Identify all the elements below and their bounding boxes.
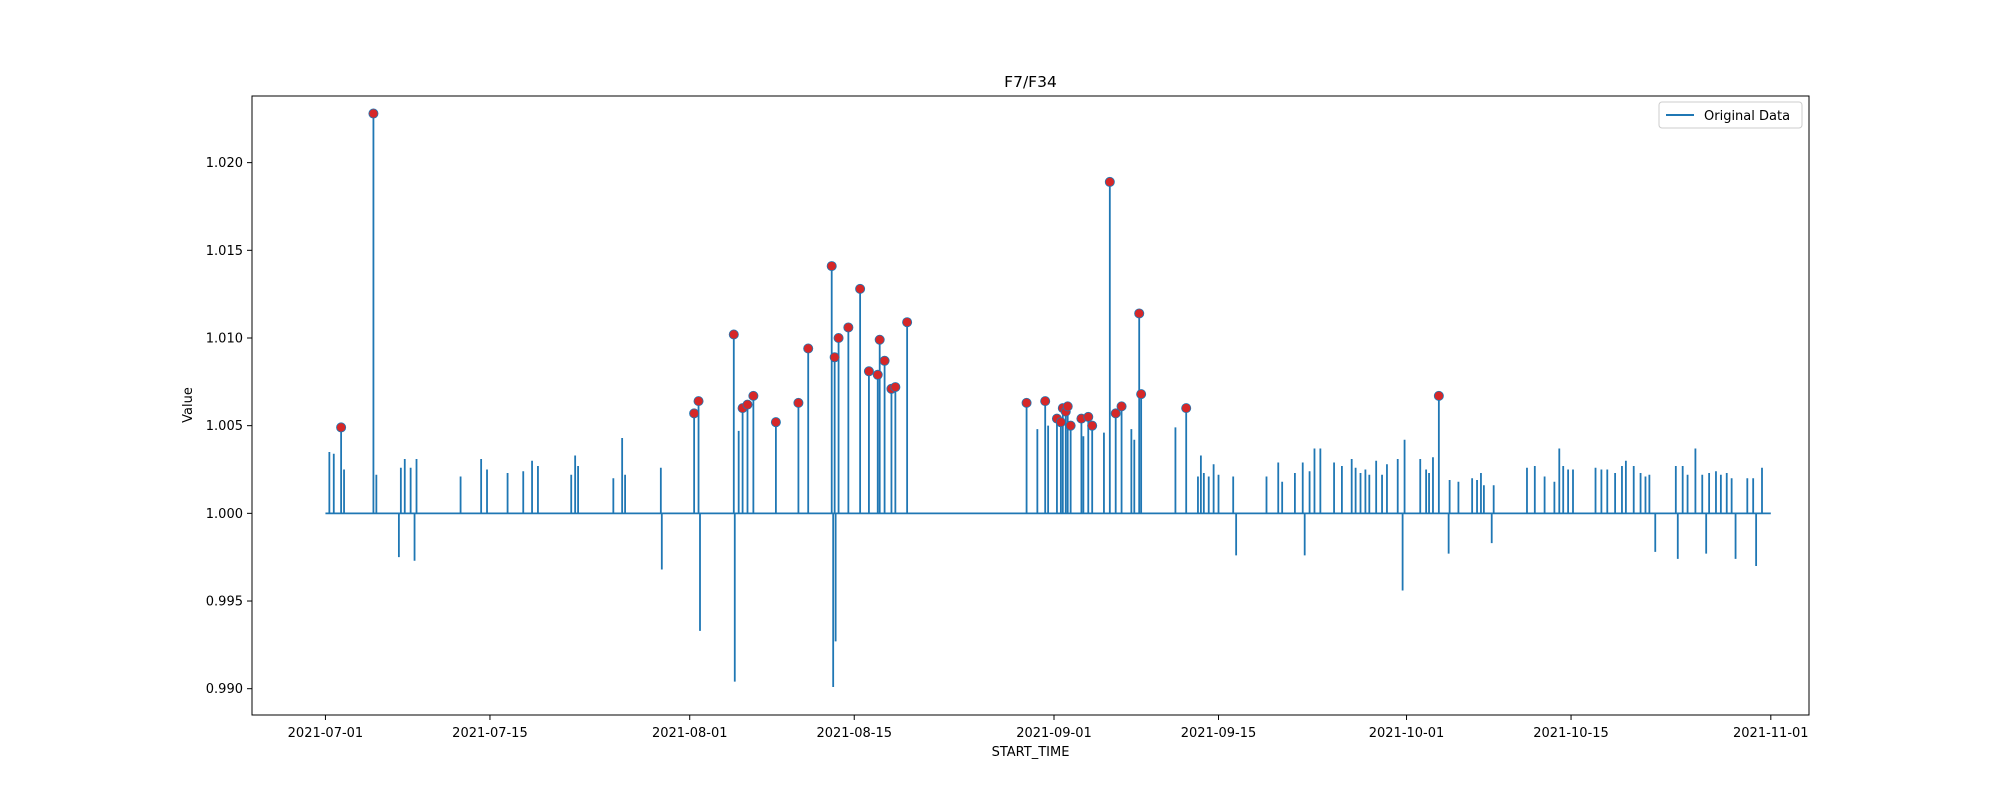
x-tick-label: 2021-07-15 — [452, 726, 528, 741]
highlight-marker — [1055, 417, 1066, 428]
x-axis: 2021-07-01 2021-07-15 2021-08-01 2021-08-15… — [288, 715, 1809, 741]
highlight-marker — [742, 399, 753, 410]
x-tick-label: 2021-10-01 — [1369, 726, 1445, 741]
y-tick-label: 1.020 — [206, 156, 243, 171]
highlight-marker — [863, 366, 874, 377]
plot-area — [251, 95, 1810, 716]
highlight-marker — [689, 408, 700, 419]
legend-label-original-data: Original Data — [1704, 109, 1790, 124]
highlight-marker — [748, 390, 759, 401]
legend: Original Data — [1658, 101, 1803, 129]
series-layer — [325, 113, 1771, 687]
highlight-marker — [879, 355, 890, 366]
highlight-marker — [1087, 420, 1098, 431]
highlight-marker — [1110, 408, 1121, 419]
x-tick-label: 2021-09-01 — [1016, 726, 1092, 741]
highlight-marker — [1136, 389, 1147, 400]
marker-layer — [336, 108, 1444, 433]
y-tick-label: 1.005 — [206, 419, 243, 434]
series-line-original-data — [325, 113, 1771, 687]
y-axis-label: Value — [181, 387, 196, 423]
y-axis: 0.990 0.995 1.000 1.005 1.010 1.015 1.020 — [206, 156, 252, 697]
highlight-marker — [874, 334, 885, 345]
highlight-marker — [1065, 420, 1076, 431]
highlight-marker — [1433, 390, 1444, 401]
highlight-marker — [1040, 396, 1051, 407]
x-tick-label: 2021-07-01 — [288, 726, 364, 741]
legend-box — [1658, 101, 1803, 129]
y-tick-label: 0.995 — [206, 595, 243, 610]
highlight-marker — [833, 332, 844, 343]
x-tick-label: 2021-08-15 — [816, 726, 892, 741]
highlight-marker — [829, 352, 840, 363]
highlight-marker — [336, 422, 347, 433]
x-tick-label: 2021-09-15 — [1181, 726, 1257, 741]
y-tick-label: 1.000 — [206, 507, 243, 522]
x-axis-label: START_TIME — [992, 745, 1070, 760]
highlight-marker — [770, 417, 781, 428]
x-tick-label: 2021-11-01 — [1733, 726, 1809, 741]
highlight-marker — [1083, 411, 1094, 422]
highlight-marker — [1062, 401, 1073, 412]
chart-title: F7/F34 — [1004, 73, 1057, 91]
highlight-marker — [803, 343, 814, 354]
highlight-marker — [728, 329, 739, 340]
highlight-marker — [1181, 403, 1192, 414]
x-tick-label: 2021-10-15 — [1533, 726, 1609, 741]
y-tick-label: 1.015 — [206, 244, 243, 259]
highlight-marker — [890, 382, 901, 393]
highlight-marker — [855, 283, 866, 294]
y-tick-label: 0.990 — [206, 682, 243, 697]
y-tick-label: 1.010 — [206, 331, 243, 346]
highlight-marker — [368, 108, 379, 119]
highlight-marker — [872, 369, 883, 380]
highlight-marker — [1134, 308, 1145, 319]
axes-frame — [251, 95, 1810, 716]
highlight-marker — [902, 317, 913, 328]
highlight-marker — [693, 396, 704, 407]
highlight-marker — [826, 261, 837, 272]
highlight-marker — [1104, 176, 1115, 187]
highlight-marker — [1021, 397, 1032, 408]
x-tick-label: 2021-08-01 — [652, 726, 728, 741]
highlight-marker — [843, 322, 854, 333]
highlight-marker — [1116, 401, 1127, 412]
highlight-marker — [793, 397, 804, 408]
